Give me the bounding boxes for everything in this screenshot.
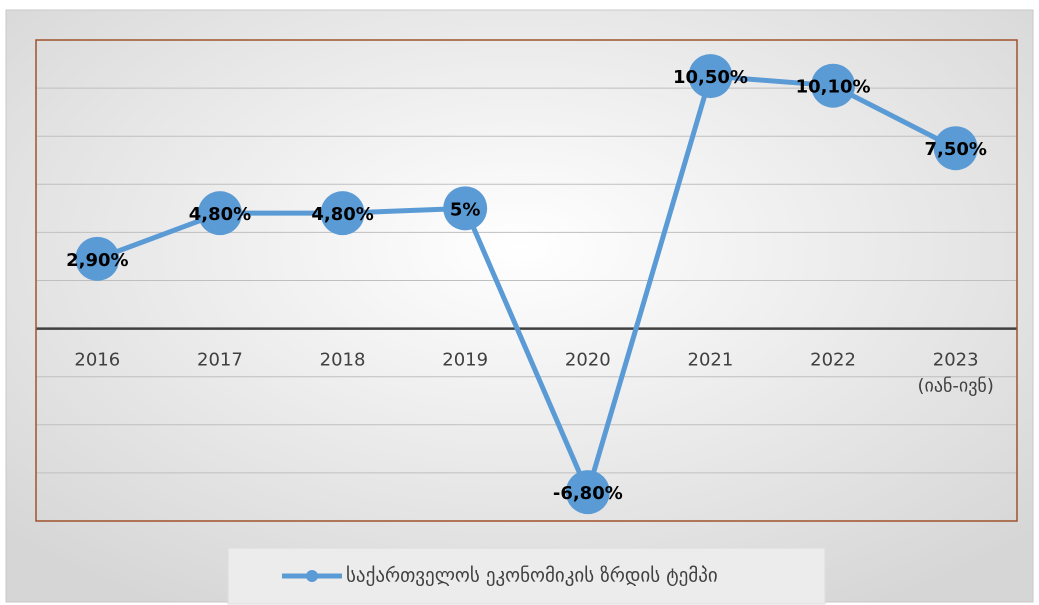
point xyxy=(688,54,733,99)
data-label: 5% xyxy=(450,199,481,220)
legend-label: საქართველოს ეკონომიკის ზრდის ტემპი xyxy=(346,565,718,587)
plot-border xyxy=(35,39,1018,522)
x-tick-label: 2022 xyxy=(810,350,856,371)
data-label: 2,90% xyxy=(66,250,128,271)
chart-background xyxy=(5,9,1034,603)
point xyxy=(320,191,365,236)
x-tick-label: 2016 xyxy=(74,350,120,371)
x-tick-label: 2021 xyxy=(688,350,734,371)
x-tick-label: 2023 (იან-ივნ) xyxy=(918,350,994,397)
point xyxy=(75,236,120,281)
point xyxy=(933,126,978,171)
x-tick-label: 2018 xyxy=(320,350,366,371)
x-tick-label: 2020 xyxy=(565,350,611,371)
legend-marker xyxy=(306,570,318,582)
data-label: -6,80% xyxy=(553,483,623,504)
x-tick-label: 2017 xyxy=(197,350,243,371)
data-label: 10,10% xyxy=(796,77,871,98)
data-label: 10,50% xyxy=(673,67,748,88)
point xyxy=(565,470,610,515)
data-label: 4,80% xyxy=(189,204,251,225)
data-label: 7,50% xyxy=(924,139,986,160)
point xyxy=(443,186,488,231)
data-label: 4,80% xyxy=(311,204,373,225)
point xyxy=(197,191,242,236)
x-tick-label: 2019 xyxy=(442,350,488,371)
point xyxy=(811,63,856,108)
